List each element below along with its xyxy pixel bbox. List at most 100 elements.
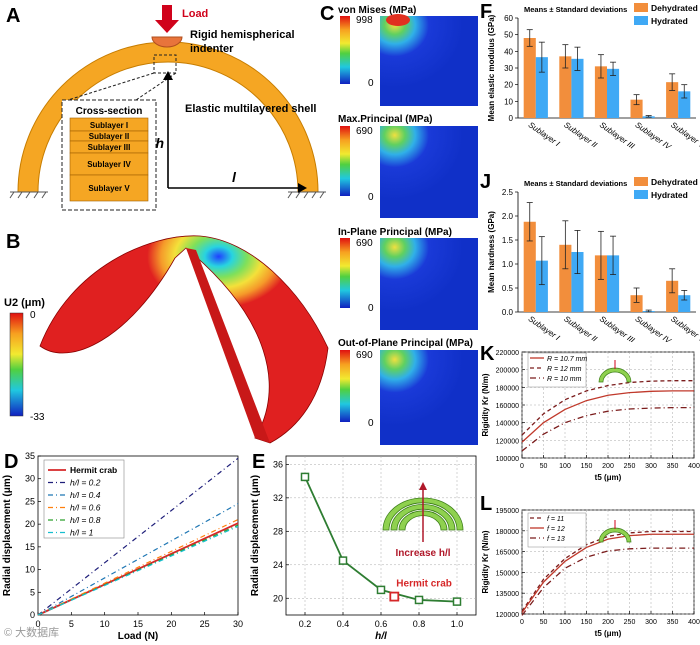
x-axis-label: t5 (μm) [595, 629, 622, 638]
legend-label: h/l = 0.4 [70, 490, 101, 500]
legend-label: f = 11 [547, 516, 564, 523]
legend-swatch [634, 177, 648, 186]
legend-box [527, 512, 587, 548]
panel-c: C von Mises (MPa) 998 0 Max.Principal (M… [320, 3, 478, 445]
y-tick-label: 195000 [496, 508, 519, 515]
chart-e-hl-displacement: E 20 24 28 32 36 0.2 0.4 0.6 0.8 1.0 h/l Radial dis… [250, 451, 477, 642]
inset-arch [390, 504, 456, 531]
y-axis-label: Mean hardness (GPa) [487, 211, 496, 293]
bar [523, 38, 536, 118]
hemispherical-indenter [151, 36, 183, 48]
x-tick-label: 50 [540, 463, 548, 470]
y-tick-label: 120000 [496, 438, 519, 445]
arch-icon [598, 367, 632, 383]
legend-swatch [634, 16, 648, 25]
x-tick-label: 0 [35, 619, 40, 629]
category-label: Sublayer I [527, 120, 562, 148]
increase-hl-label: Increase h/l [395, 548, 450, 559]
left-support [9, 191, 48, 199]
legend-label: h/l = 1 [70, 528, 94, 538]
panel-letter-l: L [480, 493, 492, 515]
x-tick-label: 30 [233, 619, 243, 629]
x-tick-label: 20 [166, 619, 176, 629]
bar [594, 66, 607, 118]
x-tick-label: 0.8 [413, 619, 426, 629]
legend-box [43, 459, 125, 539]
x-tick-label: 0 [520, 463, 524, 470]
stress-map-max: 690 [356, 238, 373, 249]
bar [571, 58, 584, 118]
u2-legend-title: U2 (μm) [4, 297, 45, 309]
watermark: © 大数据库 [4, 627, 60, 639]
x-tick-label: 1.0 [451, 619, 464, 629]
panel-letter-j: J [480, 171, 491, 193]
x-tick-label: 0 [520, 619, 524, 626]
stress-map-min: 0 [368, 303, 374, 314]
series-line [521, 547, 694, 616]
series-line [521, 533, 694, 613]
right-support [287, 191, 326, 199]
legend-label: R = 10.7 mm [547, 356, 587, 363]
y-tick-label: 28 [273, 526, 283, 536]
y-tick-label: 120000 [496, 612, 519, 619]
y-tick-label: 50 [504, 31, 513, 40]
legend-label: Dehydrated [651, 3, 698, 13]
data-point [414, 595, 424, 605]
x-tick-label: 100 [559, 619, 571, 626]
x-axis-label: Load (N) [118, 631, 159, 642]
y-tick-label: 135000 [496, 591, 519, 598]
series-line [521, 390, 694, 443]
bar [559, 244, 572, 312]
stress-map-out-of-plane: Out-of-Plane Principal (MPa) 690 0 [338, 338, 478, 445]
legend-label: R = 12 mm [547, 366, 582, 373]
x-tick-label: 400 [688, 619, 700, 626]
x-tick-label: 250 [624, 463, 636, 470]
legend-label: h/l = 0.8 [70, 515, 101, 525]
x-tick-label: 200 [602, 463, 614, 470]
y-tick-label: 15 [25, 542, 35, 552]
chart-l-rigidity-factor: L 120000 135000 150000 165000 180000 195000 0 5… [480, 493, 700, 638]
series-line [521, 380, 694, 436]
y-tick-label: 180000 [496, 529, 519, 536]
y-tick-label: 5 [30, 587, 35, 597]
hermit-crab-point [389, 591, 400, 602]
y-tick-label: 0 [509, 114, 514, 123]
chart-title: Means ± Standard deviations [524, 5, 627, 14]
legend-label: Hydrated [651, 16, 688, 26]
category-label: Sublayer II [562, 314, 599, 342]
x-tick-label: 5 [69, 619, 74, 629]
u2-colorbar [9, 312, 24, 417]
legend-label: Hydrated [651, 190, 688, 200]
series-line [521, 407, 694, 452]
increase-arrow-head [419, 482, 427, 490]
sublayer-label: Sublayer II [89, 132, 129, 141]
x-tick-label: 350 [667, 463, 679, 470]
y-tick-label: 0.5 [502, 284, 514, 293]
y-tick-label: 30 [504, 64, 513, 73]
stress-map-min: 0 [368, 192, 374, 203]
bar [594, 255, 607, 312]
category-label: Sublayer III [598, 314, 637, 342]
data-point [338, 556, 348, 565]
bar [678, 295, 691, 312]
y-axis-label: Radial displacement (μm) [2, 475, 13, 596]
x-tick-label: 400 [688, 463, 700, 470]
category-label: Sublayer III [598, 120, 637, 151]
sublayer-label: Sublayer IV [87, 160, 131, 169]
panel-a: A Load Rigid hemispherical indenter Elas… [6, 5, 326, 211]
y-tick-label: 140000 [496, 421, 519, 428]
arch-icon [598, 527, 632, 543]
stress-map-max: 690 [356, 350, 373, 361]
category-label: Sublayer V [669, 120, 700, 150]
y-tick-label: 2.5 [502, 188, 514, 197]
panel-letter-k: K [480, 343, 495, 365]
cross-section-title: Cross-section [76, 106, 143, 117]
category-label: Sublayer IV [633, 120, 673, 151]
series-line [37, 503, 239, 616]
x-tick-label: 100 [559, 463, 571, 470]
sublayer-label: Sublayer I [90, 121, 128, 130]
legend-label: f = 12 [547, 526, 565, 533]
h-label: h [155, 135, 164, 151]
y-tick-label: 20 [273, 593, 283, 603]
x-tick-label: 150 [581, 463, 593, 470]
